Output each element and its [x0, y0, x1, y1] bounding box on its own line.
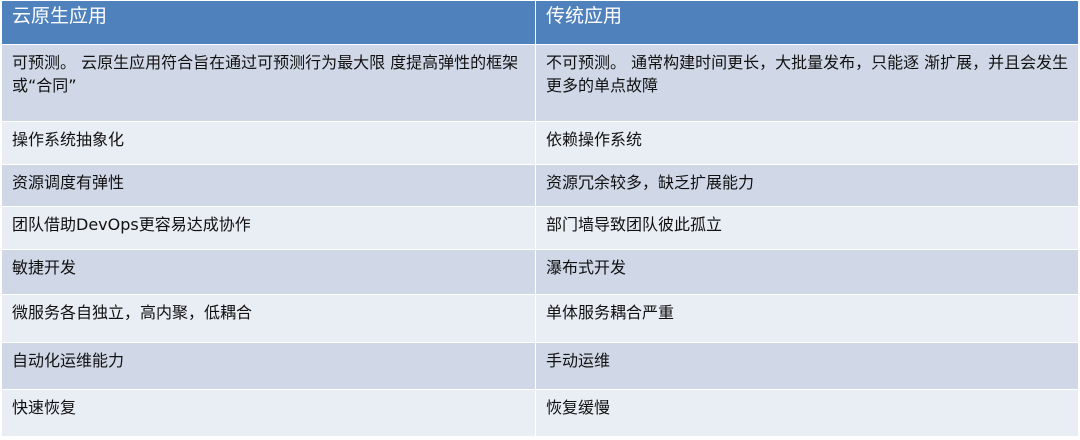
table-cell: 团队借助DevOps更容易达成协作 [1, 206, 536, 250]
table-cell: 依赖操作系统 [535, 121, 1079, 165]
table-cell: 敏捷开发 [1, 249, 536, 295]
header-cell: 云原生应用 [1, 0, 536, 45]
table-row: 微服务各自独立，高内聚，低耦合 单体服务耦合严重 [1, 294, 1079, 343]
header-cell: 传统应用 [535, 0, 1079, 45]
table-cell: 可预测。 云原生应用符合旨在通过可预测行为最大限 度提高弹性的框架或“合同” [1, 44, 536, 122]
table-cell: 恢复缓慢 [535, 389, 1079, 437]
table-row: 可预测。 云原生应用符合旨在通过可预测行为最大限 度提高弹性的框架或“合同” 不可… [1, 44, 1079, 122]
table-cell: 瀑布式开发 [535, 249, 1079, 295]
table-cell: 微服务各自独立，高内聚，低耦合 [1, 294, 536, 343]
table-row: 快速恢复 恢复缓慢 [1, 389, 1079, 437]
table-row: 团队借助DevOps更容易达成协作 部门墙导致团队彼此孤立 [1, 206, 1079, 250]
table-row: 资源调度有弹性 资源冗余较多，缺乏扩展能力 [1, 164, 1079, 207]
table-cell: 单体服务耦合严重 [535, 294, 1079, 343]
table-cell: 操作系统抽象化 [1, 121, 536, 165]
table-cell: 资源冗余较多，缺乏扩展能力 [535, 164, 1079, 207]
table-cell: 资源调度有弹性 [1, 164, 536, 207]
table-row: 操作系统抽象化 依赖操作系统 [1, 121, 1079, 165]
table-row: 敏捷开发 瀑布式开发 [1, 249, 1079, 295]
table-row: 自动化运维能力 手动运维 [1, 342, 1079, 390]
table-cell: 自动化运维能力 [1, 342, 536, 390]
header-row: 云原生应用 传统应用 [1, 0, 1079, 45]
table-cell: 不可预测。 通常构建时间更长，大批量发布，只能逐 渐扩展，并且会发生更多的单点故… [535, 44, 1079, 122]
table-cell: 快速恢复 [1, 389, 536, 437]
table-cell: 手动运维 [535, 342, 1079, 390]
table-cell: 部门墙导致团队彼此孤立 [535, 206, 1079, 250]
